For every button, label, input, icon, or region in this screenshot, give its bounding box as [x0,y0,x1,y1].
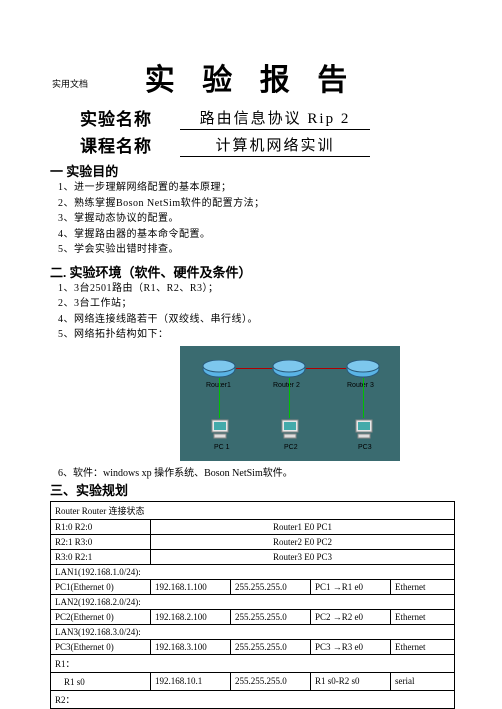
router-label: Router 2 [273,382,300,389]
table-cell: serial [391,672,455,690]
experiment-name-label: 实验名称 [80,105,180,130]
table-cell: Ethernet [391,579,455,594]
table-cell: 192.168.2.100 [151,609,231,624]
table-cell: PC2 →R2 e0 [311,609,391,624]
table-cell: 255.255.255.0 [231,609,311,624]
table-cell: R2： [51,690,455,708]
pc-icon [280,418,300,440]
table-cell: 255.255.255.0 [231,639,311,654]
table-cell: PC3 →R3 e0 [311,639,391,654]
table-cell: PC3(Ethernet 0) [51,639,151,654]
meta-section: 实验名称 路由信息协议 Rip 2 课程名称 计算机网络实训 [80,105,502,157]
table-cell: LAN2(192.168.2.0/24): [51,594,455,609]
list-item: 4、网络连接线路若干（双绞线、串行线）。 [58,312,502,328]
table-cell: Ethernet [391,639,455,654]
list-item: 2、熟练掌握Boson NetSim软件的配置方法； [58,196,502,212]
environment-heading: 二. 实验环境（软件、硬件及条件） [50,262,502,281]
table-cell: 255.255.255.0 [231,579,311,594]
table-cell: 192.168.3.100 [151,639,231,654]
list-item: 5、网络拓扑结构如下： [58,327,502,343]
topology-diagram: Router1 Router 2 Router 3 PC 1 PC2 PC3 [180,346,502,461]
router-label: Router 3 [347,382,374,389]
experiment-name-value: 路由信息协议 Rip 2 [200,111,351,127]
plan-table: Router Router 连接状态 R1:0 R2:0Router1 E0 P… [50,501,455,709]
software-note: 6、软件：windows xp 操作系统、Boson NetSim软件。 [58,464,502,479]
course-name-value: 计算机网络实训 [215,138,334,154]
table-cell: Router2 E0 PC2 [151,534,455,549]
list-item: 3、掌握动态协议的配置。 [58,211,502,227]
table-cell: PC2(Ethernet 0) [51,609,151,624]
list-item: 1、进一步理解网络配置的基本原理； [58,180,502,196]
router-icon [346,360,380,378]
table-cell: R1 s0-R2 s0 [311,672,391,690]
table-cell: LAN1(192.168.1.0/24): [51,564,455,579]
table-cell: 192.168.1.100 [151,579,231,594]
table-cell: 255.255.255.0 [231,672,311,690]
table-cell: R1 s0 [51,672,151,690]
environment-list: 1、3台2501路由（R1、R2、R3）； 2、3台工作站； 4、网络连接线路若… [58,281,502,343]
table-cell: Ethernet [391,609,455,624]
table-cell: R3:0 R2:1 [51,549,151,564]
pc-icon [354,418,374,440]
pc-label: PC 1 [214,444,230,451]
table-cell: R2:1 R3:0 [51,534,151,549]
pc-icon [210,418,230,440]
table-cell: PC1(Ethernet 0) [51,579,151,594]
list-item: 4、掌握路由器的基本命令配置。 [58,227,502,243]
list-item: 2、3台工作站； [58,296,502,312]
purpose-heading: 一 实验目的 [50,161,502,180]
table-header: Router Router 连接状态 [51,501,455,519]
course-name-label: 课程名称 [80,132,180,157]
router-icon [272,360,306,378]
table-cell: Router1 E0 PC1 [151,519,455,534]
table-cell: LAN3(192.168.3.0/24): [51,624,455,639]
list-item: 5、学会实验出错时排查。 [58,242,502,258]
table-cell: Router3 E0 PC3 [151,549,455,564]
purpose-list: 1、进一步理解网络配置的基本原理； 2、熟练掌握Boson NetSim软件的配… [58,180,502,258]
table-cell: PC1 →R1 e0 [311,579,391,594]
pc-label: PC2 [284,444,298,451]
pc-label: PC3 [358,444,372,451]
plan-heading: 三、实验规划 [50,480,502,499]
router-icon [202,360,236,378]
page-header: 实用文档 [52,77,88,90]
table-cell: R1:0 R2:0 [51,519,151,534]
table-cell: R1： [51,654,455,672]
table-cell: 192.168.10.1 [151,672,231,690]
list-item: 1、3台2501路由（R1、R2、R3）； [58,281,502,297]
